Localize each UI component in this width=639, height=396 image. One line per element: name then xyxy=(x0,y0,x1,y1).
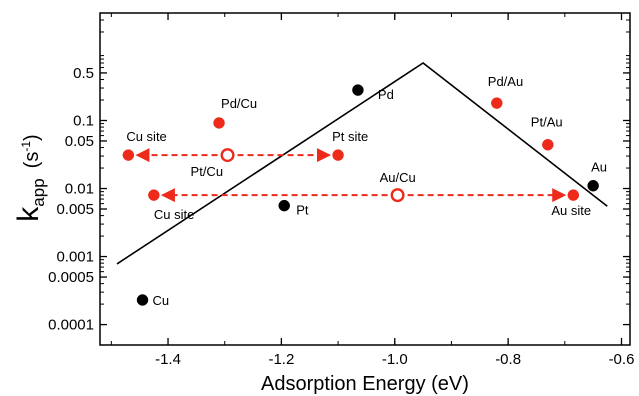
y-tick-label: 0.005 xyxy=(56,201,94,218)
data-point-pt-cu xyxy=(220,148,235,163)
y-tick-label: 0.001 xyxy=(56,249,94,266)
data-point-pt-au xyxy=(542,138,554,151)
data-point-cu xyxy=(136,294,149,306)
data-point-pd xyxy=(352,84,364,96)
x-axis-label: Adsorption Energy (eV) xyxy=(261,373,469,395)
point-label-pt-cu: Pt/Cu xyxy=(191,164,224,179)
data-point-pd-au xyxy=(491,97,503,109)
point-label-au: Au xyxy=(591,160,607,175)
point-labels-group: Cu Pt Pd Au Pd/Cu Pd/Au Pt/Au Cu site Pt site Cu … xyxy=(126,74,607,308)
point-label-pd-au: Pd/Au xyxy=(488,74,523,89)
point-label-cu-site: Cu site xyxy=(154,207,194,222)
x-tick-label: -1.4 xyxy=(155,351,181,368)
data-point-pd-cu xyxy=(213,117,225,129)
point-label-pd-cu: Pd/Cu xyxy=(221,96,257,111)
x-tick-label: -0.8 xyxy=(495,351,521,368)
data-point-pt-site xyxy=(332,149,344,161)
point-label-pd: Pd xyxy=(378,87,394,102)
y-axis-label: kapp (s-1) xyxy=(12,134,48,221)
point-label-cu-site: Cu site xyxy=(126,129,166,144)
y-ticks-group: 0.5 0.1 0.05 0.01 0.005 0.001 0.0005 0.0001 xyxy=(48,19,630,334)
y-tick-label: 0.01 xyxy=(65,181,94,198)
data-point-cu-site xyxy=(122,149,135,161)
y-tick-label: 0.5 xyxy=(73,65,94,82)
data-point-au-cu xyxy=(390,188,405,203)
y-axis-label-unit-close: ) xyxy=(21,134,43,141)
point-label-au-site: Au site xyxy=(551,203,591,218)
y-tick-label: 0.0005 xyxy=(48,269,94,286)
x-ticks-group: -1.4 -1.2 -1.0 -0.8 -0.6 xyxy=(110,13,635,368)
volcano-line xyxy=(116,62,608,265)
x-tick-label: -1.2 xyxy=(268,351,294,368)
arrow-group xyxy=(135,148,567,203)
data-point-au-site xyxy=(567,189,580,201)
data-point-cu-site xyxy=(148,189,160,201)
svg-text:kapp(s-1): kapp (s-1) xyxy=(12,134,48,221)
y-axis-label-unit: (s xyxy=(21,152,43,169)
y-axis-label-subscript: app xyxy=(29,178,48,206)
points-group xyxy=(122,84,599,306)
point-label-pt: Pt xyxy=(296,203,309,218)
y-tick-label: 0.0001 xyxy=(48,317,94,334)
point-label-pt-site: Pt site xyxy=(332,129,368,144)
data-point-pt xyxy=(278,199,290,212)
plot-frame xyxy=(99,12,631,346)
x-tick-label: -1.0 xyxy=(382,351,408,368)
point-label-cu: Cu xyxy=(153,293,170,308)
y-tick-label: 0.1 xyxy=(73,112,94,129)
data-point-au xyxy=(587,179,599,192)
x-tick-label: -0.6 xyxy=(609,351,635,368)
y-tick-label: 0.05 xyxy=(65,133,94,150)
point-label-pt-au: Pt/Au xyxy=(531,115,563,130)
y-axis-label-k: k xyxy=(12,206,45,222)
point-label-au-cu: Au/Cu xyxy=(380,170,416,185)
y-axis-label-unit-sup: -1 xyxy=(19,141,33,152)
volcano-line-group xyxy=(116,62,608,265)
